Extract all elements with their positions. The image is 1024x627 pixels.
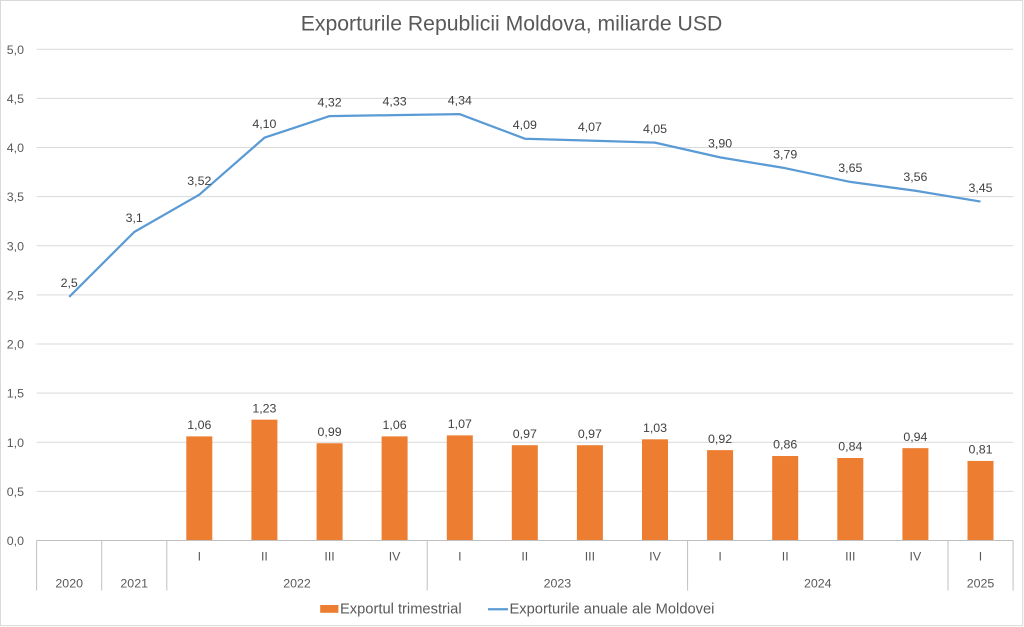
svg-text:0,86: 0,86	[773, 438, 797, 452]
svg-text:I: I	[198, 550, 201, 564]
svg-text:Exportul trimestrial: Exportul trimestrial	[340, 601, 462, 617]
svg-text:2025: 2025	[967, 577, 995, 591]
svg-text:1,06: 1,06	[383, 418, 407, 432]
svg-text:0,84: 0,84	[838, 440, 862, 454]
svg-text:1,0: 1,0	[7, 436, 24, 450]
svg-text:Exporturile anuale ale Moldove: Exporturile anuale ale Moldovei	[510, 601, 715, 617]
svg-text:I: I	[718, 550, 721, 564]
svg-text:4,5: 4,5	[7, 92, 24, 106]
svg-text:4,07: 4,07	[578, 120, 602, 134]
svg-text:1,5: 1,5	[7, 387, 24, 401]
svg-text:3,45: 3,45	[968, 181, 992, 195]
svg-text:3,65: 3,65	[838, 161, 862, 175]
svg-text:4,05: 4,05	[643, 122, 667, 136]
svg-text:2,0: 2,0	[7, 338, 24, 352]
svg-text:2020: 2020	[55, 577, 83, 591]
svg-text:II: II	[782, 550, 789, 564]
svg-text:1,23: 1,23	[252, 401, 276, 415]
svg-text:3,90: 3,90	[708, 137, 732, 151]
svg-text:III: III	[585, 550, 595, 564]
svg-text:III: III	[324, 550, 334, 564]
svg-text:4,32: 4,32	[318, 95, 342, 109]
svg-text:II: II	[261, 550, 268, 564]
svg-text:IV: IV	[649, 550, 661, 564]
svg-text:IV: IV	[389, 550, 401, 564]
svg-text:I: I	[979, 550, 982, 564]
svg-text:III: III	[845, 550, 855, 564]
svg-text:1,07: 1,07	[448, 417, 472, 431]
svg-text:3,56: 3,56	[903, 170, 927, 184]
svg-text:4,09: 4,09	[513, 118, 537, 132]
svg-text:II: II	[521, 550, 528, 564]
svg-text:0,99: 0,99	[318, 425, 342, 439]
svg-text:5,0: 5,0	[7, 43, 24, 57]
svg-text:0,92: 0,92	[708, 432, 732, 446]
svg-text:2,5: 2,5	[61, 276, 78, 290]
svg-text:0,81: 0,81	[968, 443, 992, 457]
svg-text:2023: 2023	[544, 577, 572, 591]
svg-text:0,94: 0,94	[903, 430, 927, 444]
svg-text:0,97: 0,97	[578, 427, 602, 441]
svg-text:3,0: 3,0	[7, 239, 24, 253]
svg-text:4,33: 4,33	[383, 94, 407, 108]
svg-text:0,0: 0,0	[7, 534, 24, 548]
svg-text:IV: IV	[910, 550, 922, 564]
svg-text:3,79: 3,79	[773, 147, 797, 161]
svg-text:4,0: 4,0	[7, 141, 24, 155]
svg-text:2021: 2021	[120, 577, 148, 591]
svg-text:1,06: 1,06	[187, 418, 211, 432]
svg-text:0,5: 0,5	[7, 485, 24, 499]
svg-text:2,5: 2,5	[7, 288, 24, 302]
svg-text:I: I	[458, 550, 461, 564]
svg-text:Exporturile Republicii Moldova: Exporturile Republicii Moldova, miliarde…	[301, 12, 723, 35]
svg-text:4,34: 4,34	[448, 93, 472, 107]
svg-text:2022: 2022	[283, 577, 311, 591]
svg-text:3,5: 3,5	[7, 190, 24, 204]
svg-text:4,10: 4,10	[252, 117, 276, 131]
svg-text:2024: 2024	[804, 577, 832, 591]
svg-text:3,52: 3,52	[187, 174, 211, 188]
svg-text:1,03: 1,03	[643, 421, 667, 435]
svg-text:0,97: 0,97	[513, 427, 537, 441]
svg-text:3,1: 3,1	[126, 211, 143, 225]
